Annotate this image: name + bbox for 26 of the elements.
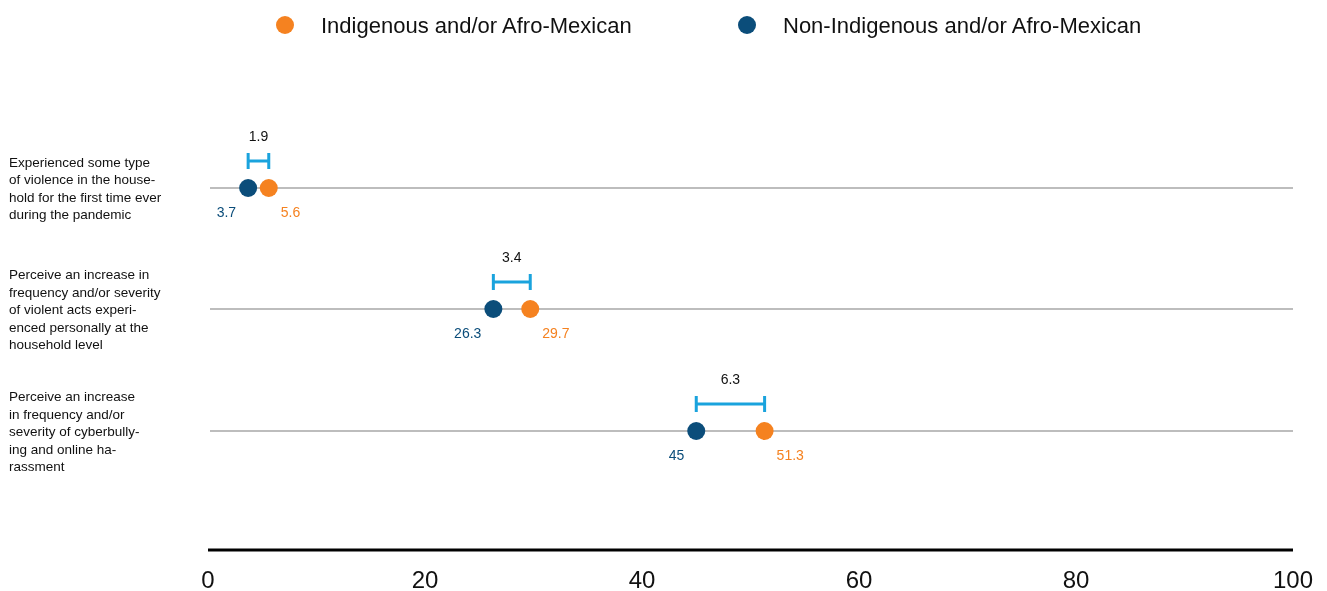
data-label: 5.6 [280, 204, 301, 220]
x-tick-label: 0 [201, 566, 215, 591]
x-tick-label: 100 [1272, 566, 1314, 591]
y-tick-label: Perceive an increase in frequency and/or severity of violent acts experi- enced personally at the household level [9, 267, 161, 352]
data-label: 29.7 [542, 325, 570, 341]
x-tick-label: 20 [411, 566, 439, 591]
annotation: 3.4 [502, 249, 522, 265]
legend-label: Non-Indigenous and/or Afro-Mexican [783, 13, 1142, 38]
x-tick-label: 40 [628, 566, 656, 591]
data-label: 51.3 [776, 447, 805, 463]
x-tick-label: 60 [845, 566, 873, 591]
data-label: 3.7 [216, 204, 237, 220]
data-label: 45 [668, 447, 685, 463]
x-tick-label: 80 [1062, 566, 1090, 591]
annotation: 6.3 [720, 371, 741, 387]
data-label: 26.3 [454, 325, 482, 341]
annotation: 1.9 [248, 128, 269, 144]
point [755, 422, 774, 440]
y-tick-label: Experienced some type of violence in the house- hold for the first time ever during the pandemic [9, 154, 162, 223]
legend-label: Indigenous and/or Afro-Mexican [321, 13, 632, 38]
point [259, 179, 278, 197]
point [687, 422, 706, 440]
point [521, 300, 540, 318]
y-tick-label: Perceive an increase in frequency and/or severity of cyberbully- ing and online ha- rassment [9, 389, 140, 474]
point [239, 179, 258, 197]
point [484, 300, 503, 318]
